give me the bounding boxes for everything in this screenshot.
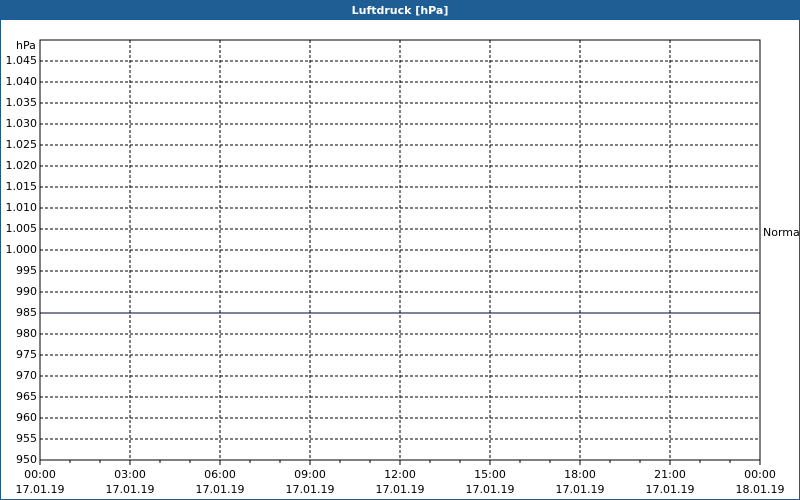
x-tick-date: 17.01.19: [16, 483, 65, 496]
x-tick-date: 17.01.19: [556, 483, 605, 496]
x-tick-date: 18.01.19: [736, 483, 785, 496]
y-tick-label: 950: [16, 453, 37, 466]
x-tick-time: 12:00: [384, 468, 416, 481]
y-tick-label: 975: [16, 348, 37, 361]
y-tick-label: 1.000: [6, 243, 38, 256]
x-tick-date: 17.01.19: [376, 483, 425, 496]
x-tick-date: 17.01.19: [196, 483, 245, 496]
y-tick-label: 1.005: [6, 222, 38, 235]
x-tick-time: 00:00: [24, 468, 56, 481]
y-tick-label: 980: [16, 327, 37, 340]
y-tick-label: 965: [16, 390, 37, 403]
title-bar: [0, 0, 800, 20]
x-tick-date: 17.01.19: [106, 483, 155, 496]
y-tick-label: 1.035: [6, 96, 38, 109]
x-tick-date: 17.01.19: [646, 483, 695, 496]
y-tick-label: 1.045: [6, 54, 38, 67]
chart-title: Luftdruck [hPa]: [352, 4, 449, 17]
annotation: Normal: [763, 226, 800, 239]
y-tick-label: 995: [16, 264, 37, 277]
y-unit: hPa: [16, 39, 36, 52]
x-tick-time: 21:00: [654, 468, 686, 481]
x-tick-time: 18:00: [564, 468, 596, 481]
x-tick-time: 03:00: [114, 468, 146, 481]
x-tick-date: 17.01.19: [286, 483, 335, 496]
x-tick-date: 17.01.19: [466, 483, 515, 496]
x-tick-time: 15:00: [474, 468, 506, 481]
y-tick-label: 1.015: [6, 180, 38, 193]
y-tick-label: 985: [16, 306, 37, 319]
y-tick-label: 955: [16, 432, 37, 445]
y-tick-label: 970: [16, 369, 37, 382]
y-tick-label: 1.025: [6, 138, 38, 151]
y-tick-label: 990: [16, 285, 37, 298]
x-tick-time: 09:00: [294, 468, 326, 481]
y-tick-label: 1.010: [6, 201, 38, 214]
y-tick-label: 1.040: [6, 75, 38, 88]
y-tick-label: 1.030: [6, 117, 38, 130]
x-tick-time: 06:00: [204, 468, 236, 481]
y-tick-label: 1.020: [6, 159, 38, 172]
y-tick-label: 960: [16, 411, 37, 424]
x-tick-time: 00:00: [744, 468, 776, 481]
